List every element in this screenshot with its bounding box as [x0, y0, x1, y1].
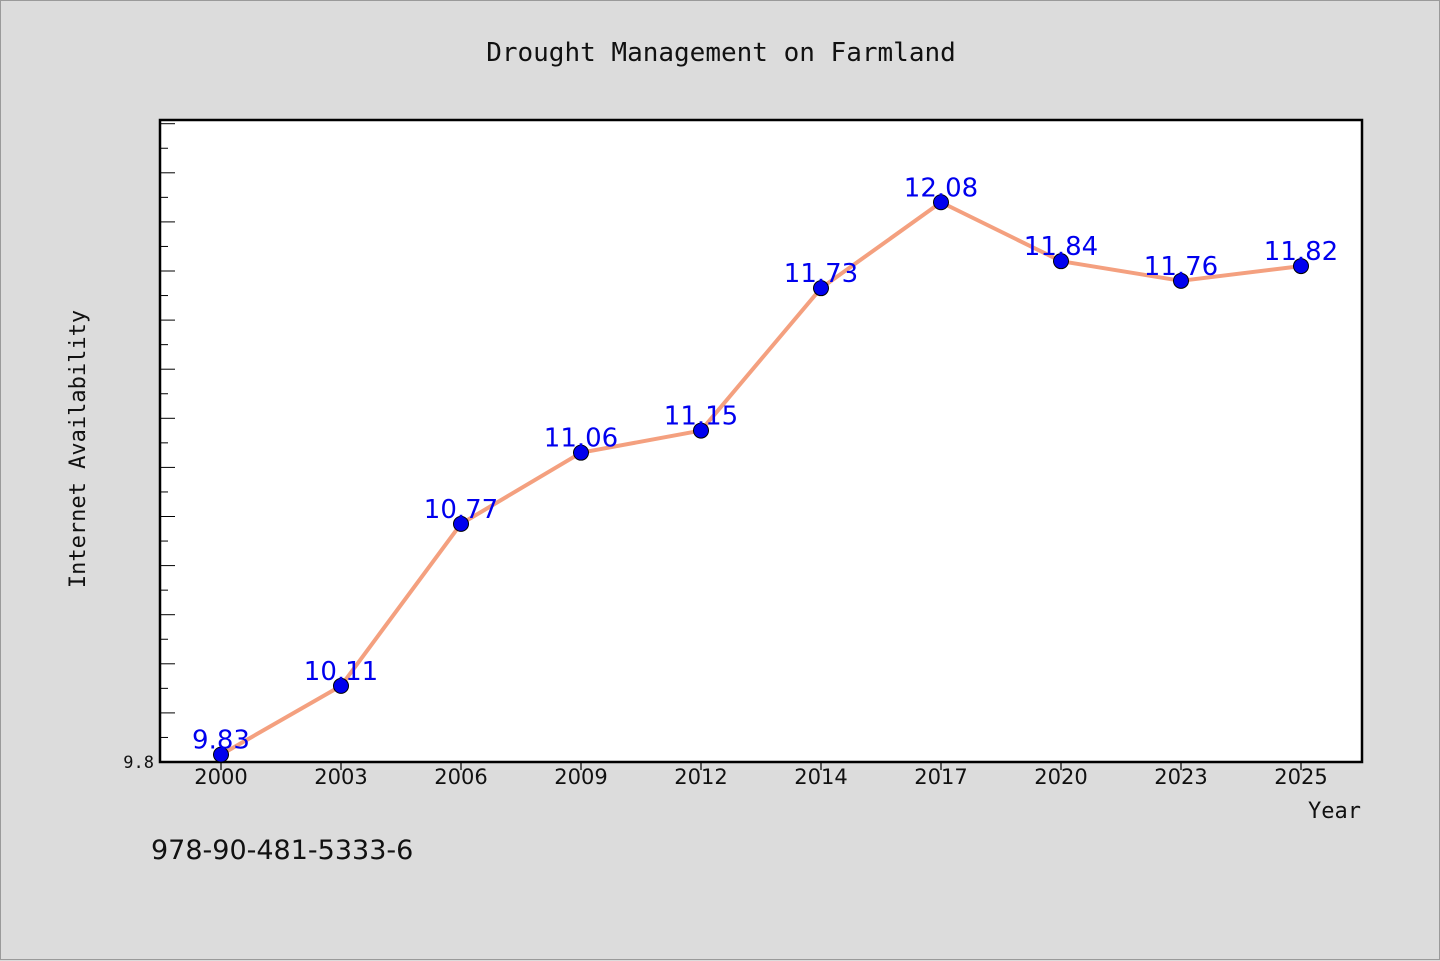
- data-label: 11.76: [1144, 252, 1218, 282]
- data-point: [1173, 272, 1189, 289]
- x-tick-label: 2000: [194, 765, 247, 789]
- series-line: [220, 200, 1302, 757]
- x-axis-ticks: 2000 2003 2006 2009 2012 2014 2017 2020 2023 2025: [194, 762, 1328, 789]
- data-point: [573, 444, 589, 461]
- data-label: 9.83: [192, 726, 250, 756]
- y-tick-label: 9.8: [123, 753, 154, 773]
- data-point: [693, 422, 709, 439]
- x-tick-label: 2025: [1274, 765, 1327, 789]
- data-point: [453, 515, 469, 532]
- x-tick-label: 2003: [314, 765, 367, 789]
- x-tick-label: 2006: [434, 765, 487, 789]
- x-tick-label: 2009: [554, 765, 607, 789]
- data-label: 11.15: [664, 402, 738, 432]
- data-label: 10.77: [424, 495, 498, 525]
- data-point: [813, 280, 829, 297]
- data-point: [333, 677, 349, 694]
- data-point: [213, 746, 229, 763]
- x-tick-label: 2020: [1034, 765, 1087, 789]
- data-label: 12.08: [904, 173, 978, 203]
- data-label: 10.11: [304, 657, 378, 687]
- isbn-text: 978-90-481-5333-6: [151, 835, 414, 866]
- x-tick-label: 2014: [794, 765, 847, 789]
- data-label: 11.06: [544, 424, 618, 454]
- x-axis-label: Year: [1308, 799, 1361, 824]
- plot-area: [158, 118, 1364, 764]
- x-tick-label: 2017: [914, 765, 967, 789]
- x-tick-label: 2023: [1154, 765, 1207, 789]
- data-label: 11.84: [1024, 232, 1098, 262]
- series-layer: 9.83 10.11 10.77 11.06 11.15 11.73 12.08 11.84 1…: [192, 173, 1338, 763]
- data-label: 11.82: [1264, 237, 1338, 267]
- data-label: 11.73: [784, 259, 858, 289]
- y-axis-label: Internet Availability: [66, 310, 91, 588]
- x-tick-label: 2012: [674, 765, 727, 789]
- chart-title: Drought Management on Farmland: [486, 38, 956, 68]
- data-point: [933, 194, 949, 211]
- y-axis-ticks: 9.8: [123, 123, 175, 773]
- data-point: [1293, 258, 1309, 275]
- data-point: [1053, 253, 1069, 270]
